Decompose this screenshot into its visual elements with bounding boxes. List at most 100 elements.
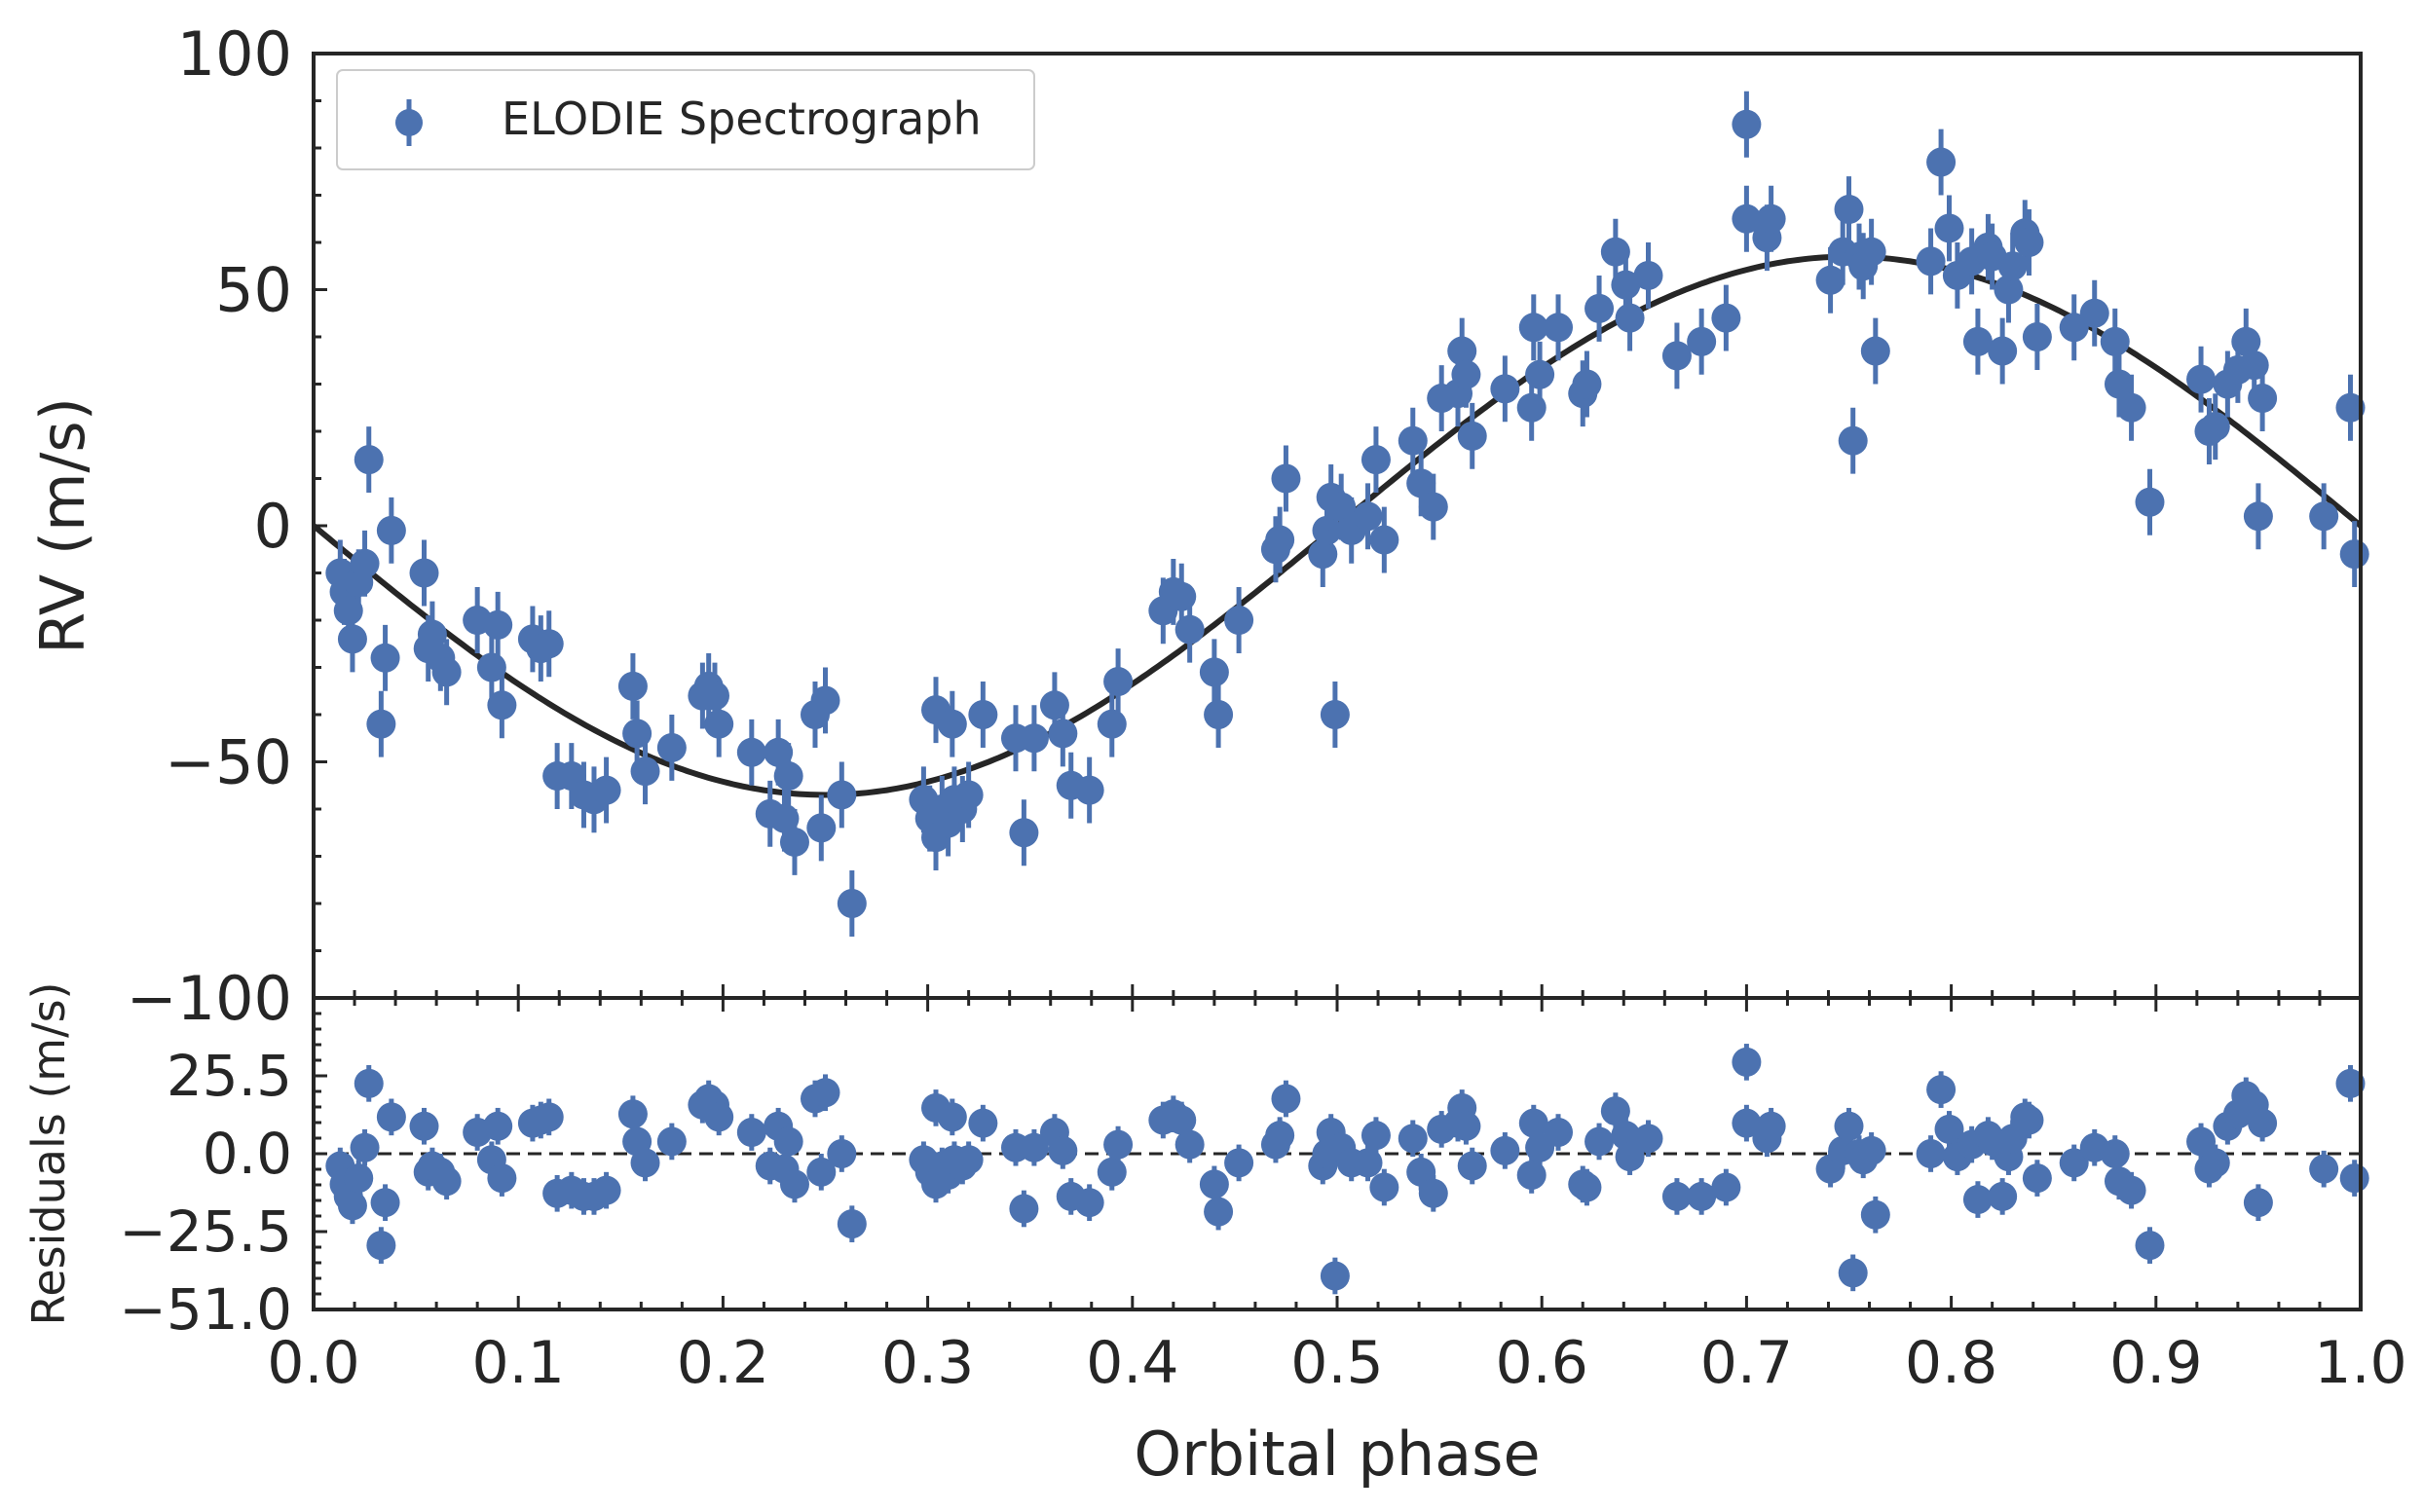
residual-point-marker: [1516, 1160, 1547, 1190]
rv-point: [1224, 587, 1254, 653]
x-tick-label: 0.2: [677, 1329, 769, 1397]
rv-point-marker: [366, 709, 396, 739]
rv-point-marker: [376, 515, 406, 545]
rv-point-marker: [1074, 775, 1104, 805]
residual-point-marker: [773, 1126, 803, 1157]
residual-point-marker: [1661, 1181, 1692, 1211]
residual-point: [1224, 1144, 1254, 1182]
residual-point: [1516, 1157, 1547, 1194]
rv-point-marker: [1916, 246, 1946, 277]
rv-point: [806, 794, 837, 862]
residual-point: [1490, 1132, 1520, 1169]
residual-point-marker: [2135, 1231, 2165, 1261]
rv-point: [2309, 483, 2339, 550]
rv-point: [1398, 407, 1428, 474]
rv-point-marker: [968, 700, 998, 729]
rv-point: [2079, 279, 2109, 347]
residual-point: [1271, 1080, 1301, 1118]
residual-point: [534, 1098, 564, 1136]
rv-point-marker: [2104, 369, 2134, 399]
rv-y-tick-label: 100: [177, 18, 292, 90]
residual-point: [1962, 1181, 1993, 1218]
rv-point: [1103, 648, 1134, 715]
rv-point: [2335, 374, 2366, 441]
residual-point-marker: [937, 1102, 967, 1132]
rv-point-marker: [1962, 326, 1993, 356]
residual-point: [1199, 1165, 1229, 1203]
residual-point: [350, 1128, 380, 1166]
rv-point: [476, 634, 506, 701]
rv-point: [487, 672, 517, 739]
rv-point-marker: [1926, 147, 1957, 177]
rv-point-marker: [1997, 251, 2028, 281]
residual-point-marker: [2309, 1154, 2339, 1184]
rv-point: [837, 870, 867, 937]
rv-point: [1711, 284, 1741, 351]
rv-point-marker: [1204, 700, 1234, 729]
residuals-y-tick-label: 0.0: [203, 1121, 292, 1187]
residual-point-marker: [1204, 1197, 1234, 1227]
rv-point: [1490, 355, 1520, 423]
rv-point: [1615, 284, 1645, 351]
rv-point-marker: [1756, 203, 1786, 234]
residual-point-marker: [736, 1118, 766, 1148]
rv-point-marker: [2014, 228, 2044, 257]
residual-point: [1926, 1071, 1957, 1108]
rv-point: [617, 652, 648, 719]
residual-point: [779, 1165, 809, 1203]
rv-point: [1544, 294, 1574, 361]
residual-point: [337, 1187, 367, 1225]
rv-point: [2186, 346, 2217, 413]
residual-point-marker: [2339, 1163, 2369, 1194]
residual-point-marker: [370, 1188, 400, 1218]
residual-point: [1174, 1125, 1205, 1163]
residual-point: [344, 1160, 374, 1197]
rv-point-marker: [937, 709, 967, 739]
rv-point-marker: [1199, 657, 1229, 687]
residual-point-marker: [1174, 1129, 1205, 1160]
rv-point-marker: [476, 652, 506, 682]
residual-point: [354, 1065, 384, 1102]
rv-point-marker: [409, 558, 439, 588]
residual-point: [376, 1098, 406, 1136]
rv-point: [1838, 407, 1868, 474]
rv-point-marker: [1490, 374, 1520, 404]
residual-point-marker: [2186, 1126, 2217, 1157]
residual-point: [1838, 1254, 1868, 1292]
residual-point: [366, 1227, 396, 1264]
rv-point: [409, 539, 439, 607]
residual-point: [2059, 1144, 2089, 1182]
residual-point: [1732, 1104, 1762, 1142]
rv-point-marker: [736, 737, 766, 767]
rv-point: [1074, 756, 1104, 824]
rv-point: [1518, 294, 1548, 361]
residual-point: [1204, 1193, 1234, 1231]
residual-point: [953, 1141, 984, 1179]
residual-point: [2100, 1135, 2130, 1172]
residual-point-marker: [1353, 1148, 1383, 1178]
rv-point: [1962, 308, 1993, 375]
residual-point-marker: [431, 1166, 462, 1197]
residual-point-marker: [344, 1163, 374, 1194]
residual-point-marker: [656, 1126, 687, 1157]
residual-point: [656, 1123, 687, 1161]
residual-point-marker: [1457, 1151, 1487, 1181]
rv-point: [1584, 275, 1615, 342]
residual-point-marker: [837, 1209, 867, 1239]
residual-point-marker: [2059, 1148, 2089, 1178]
residual-point-marker: [827, 1139, 857, 1168]
rv-point-marker: [1361, 445, 1391, 475]
rv-point: [2059, 294, 2089, 361]
residual-point-marker: [1988, 1181, 2018, 1211]
residual-point-marker: [2116, 1175, 2146, 1205]
residual-point: [1074, 1184, 1104, 1222]
rv-point-marker: [1988, 336, 2018, 366]
x-tick-label: 0.5: [1290, 1329, 1383, 1397]
residual-point: [1406, 1154, 1436, 1191]
rv-point: [1199, 639, 1229, 706]
residual-point-marker: [1451, 1111, 1481, 1141]
residual-point: [483, 1107, 513, 1145]
residual-point-marker: [968, 1108, 998, 1138]
rv-point-marker: [1856, 237, 1886, 267]
